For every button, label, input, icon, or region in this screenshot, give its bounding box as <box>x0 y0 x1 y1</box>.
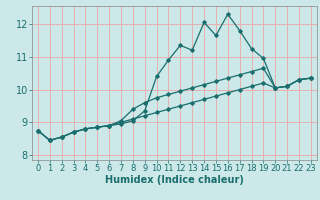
X-axis label: Humidex (Indice chaleur): Humidex (Indice chaleur) <box>105 175 244 185</box>
